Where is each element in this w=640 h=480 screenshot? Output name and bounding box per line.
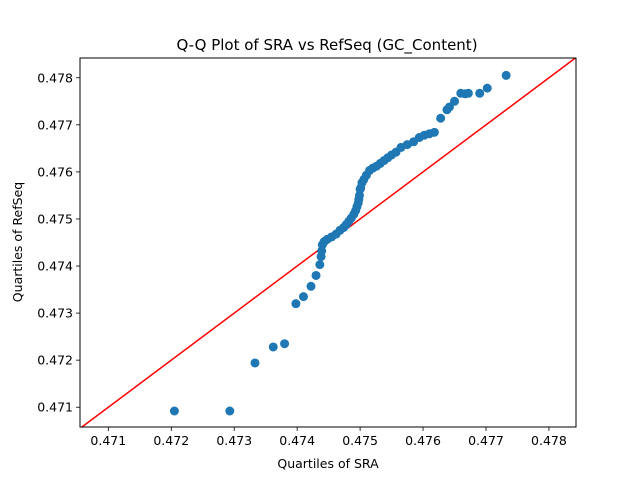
y-tick-label: 0.472 — [37, 353, 73, 368]
data-point — [463, 88, 473, 98]
data-point — [482, 83, 492, 93]
data-point — [436, 113, 446, 123]
data-point — [311, 270, 321, 280]
x-axis-label: Quartiles of SRA — [277, 456, 379, 471]
y-tick-label: 0.476 — [37, 164, 73, 179]
data-point — [225, 406, 235, 416]
x-tick-label: 0.475 — [342, 433, 378, 448]
chart-title: Q-Q Plot of SRA vs RefSeq (GC_Content) — [176, 36, 477, 55]
y-tick-label: 0.478 — [37, 70, 73, 85]
x-tick-label: 0.471 — [90, 433, 126, 448]
data-point — [315, 260, 325, 270]
plot-frame — [79, 57, 577, 428]
data-point — [268, 342, 278, 352]
data-point — [298, 292, 308, 302]
x-tick-label: 0.472 — [153, 433, 189, 448]
x-tick-label: 0.477 — [468, 433, 504, 448]
x-tick-label: 0.478 — [531, 433, 567, 448]
data-point — [306, 281, 316, 291]
data-point — [169, 406, 179, 416]
data-point — [501, 70, 511, 80]
y-tick-label: 0.473 — [37, 306, 73, 321]
y-axis-label: Quartiles of RefSeq — [10, 182, 25, 302]
data-point — [280, 339, 290, 349]
y-tick-label: 0.477 — [37, 117, 73, 132]
data-point — [475, 88, 485, 98]
y-tick-label: 0.471 — [37, 400, 73, 415]
data-point — [250, 358, 260, 368]
y-tick-label: 0.475 — [37, 211, 73, 226]
y-tick-label: 0.474 — [37, 259, 73, 274]
x-tick-label: 0.474 — [279, 433, 315, 448]
data-point — [450, 96, 460, 106]
data-point — [429, 127, 439, 137]
x-tick-label: 0.473 — [216, 433, 252, 448]
x-tick-label: 0.476 — [405, 433, 441, 448]
data-point — [291, 299, 301, 309]
